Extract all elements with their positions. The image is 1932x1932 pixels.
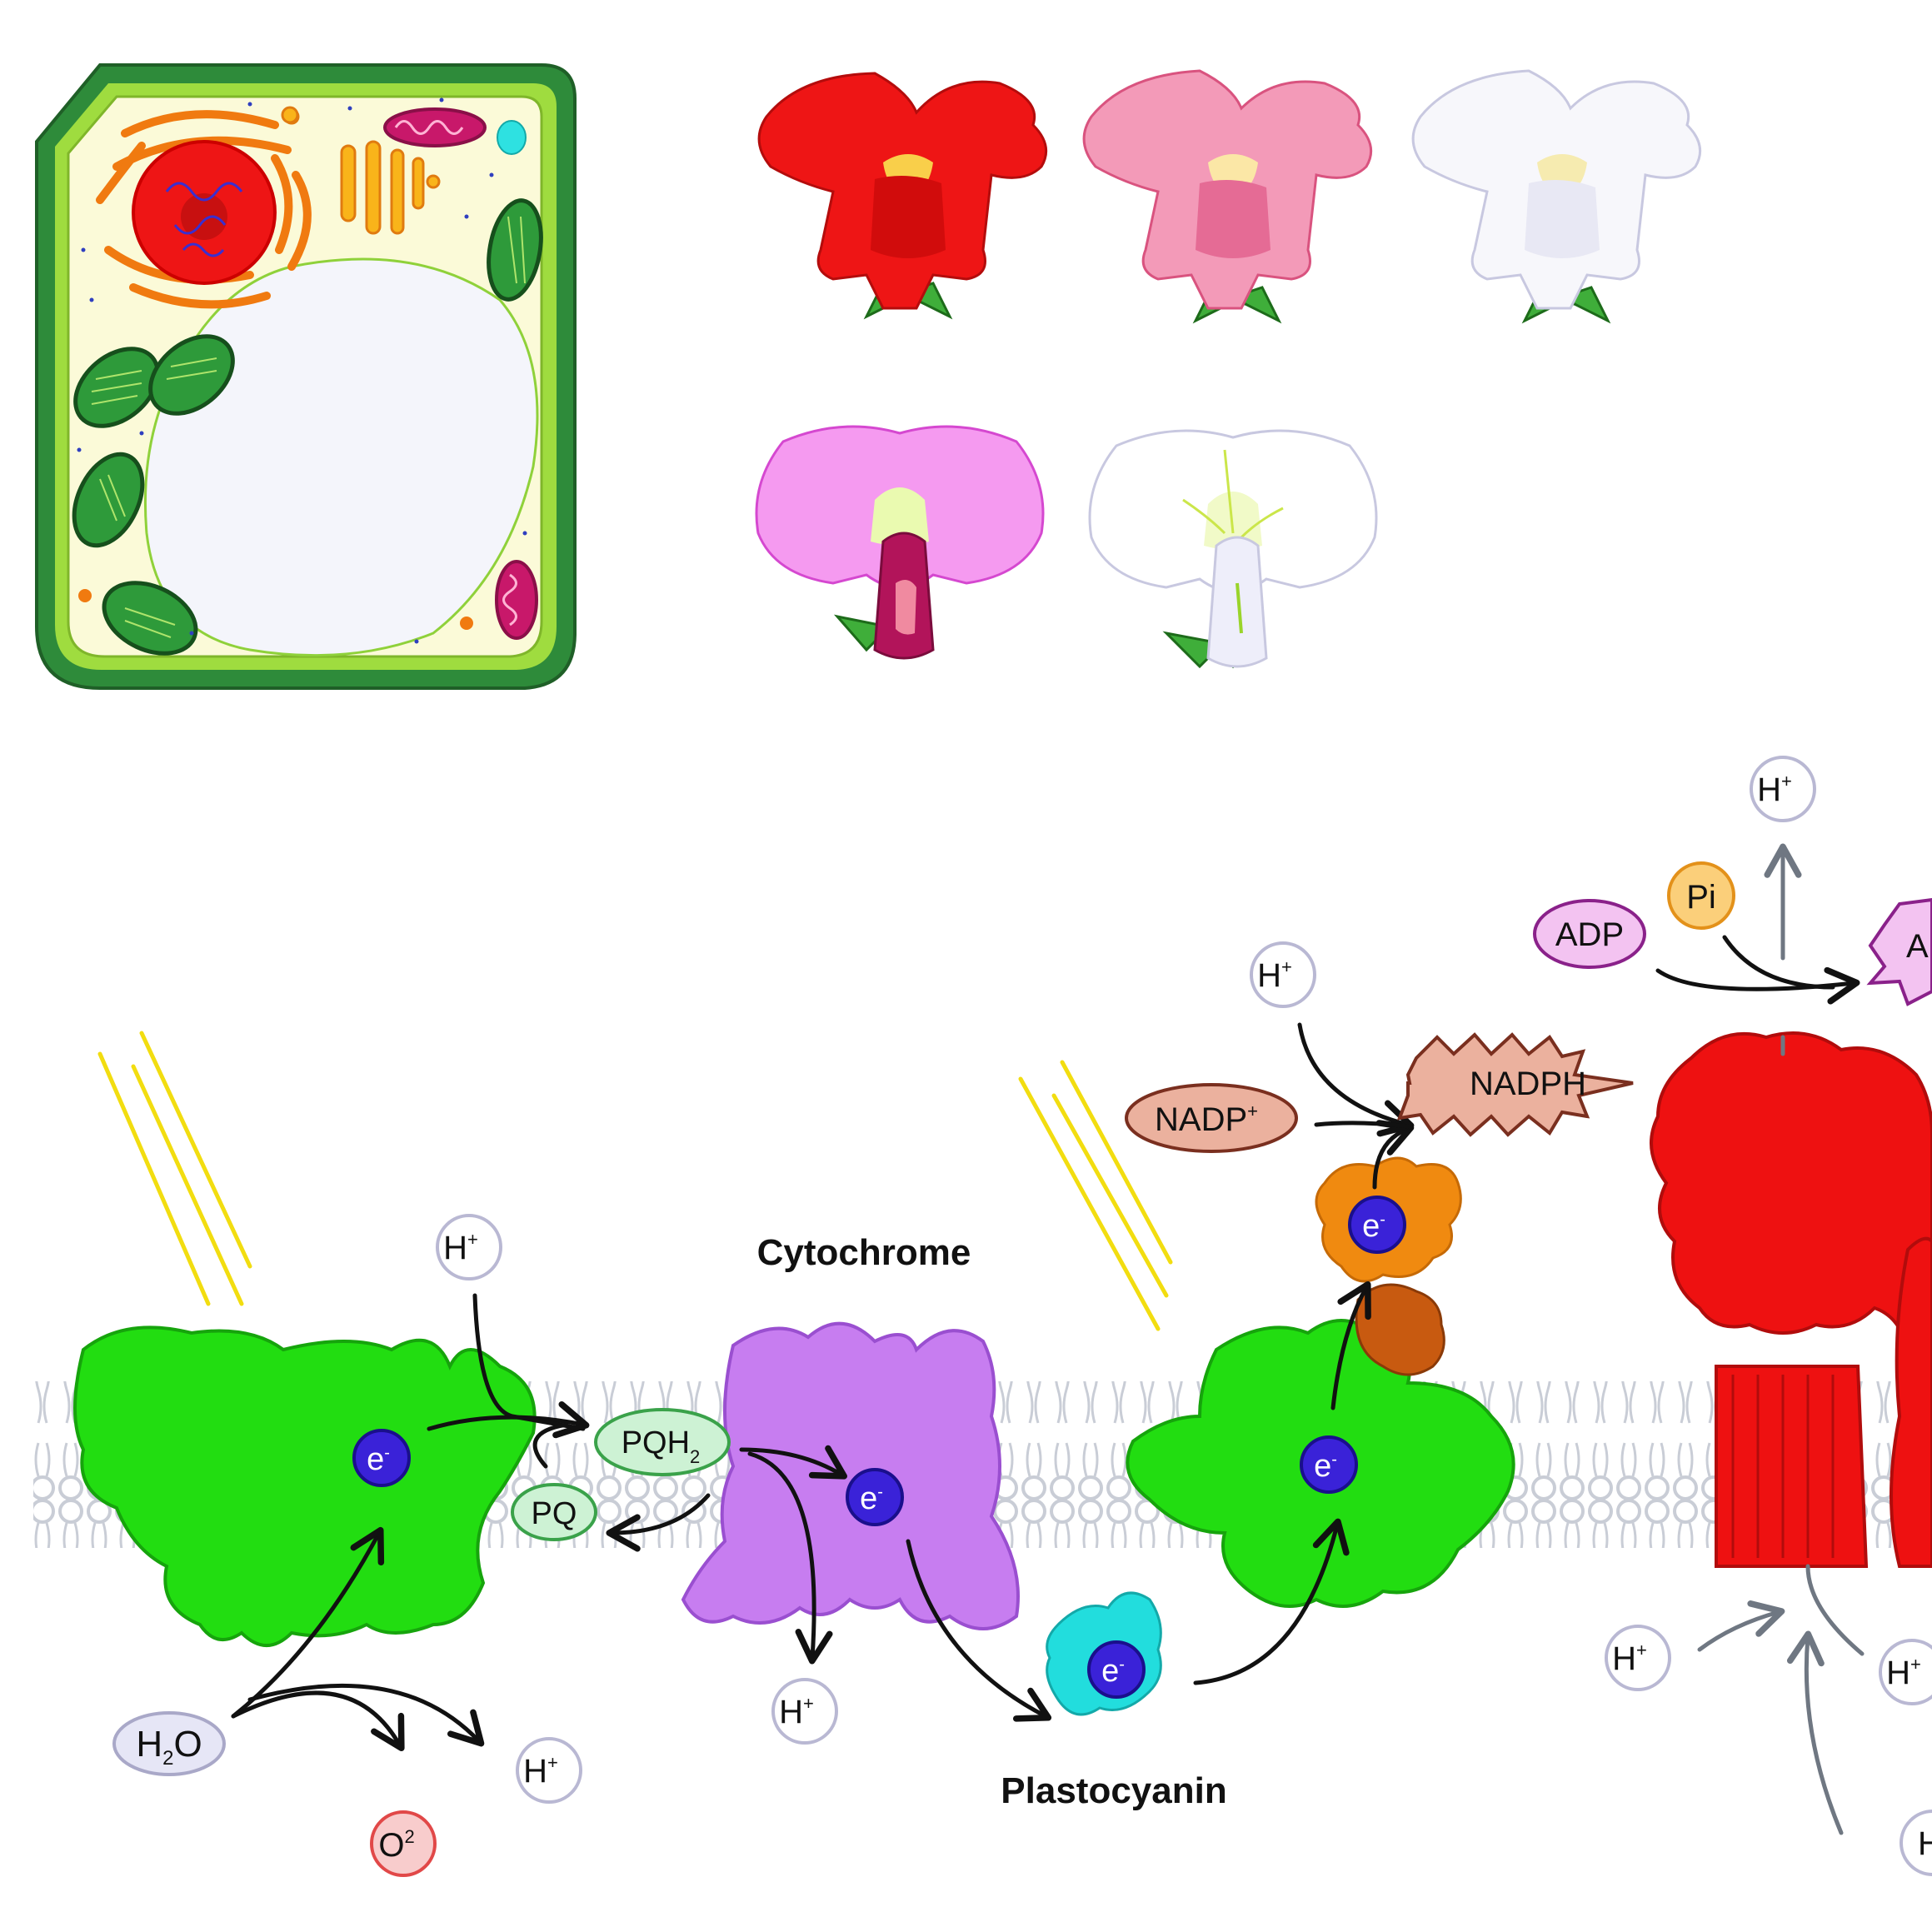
light-ray-icon: [97, 1031, 1173, 1331]
snapdragon-flower-icon-pink: [1082, 69, 1373, 324]
svg-text:ADP: ADP: [1555, 916, 1624, 953]
plastoquinol-pqh2: PQH2: [594, 1408, 731, 1476]
nadp-plus: NADP+: [1125, 1083, 1298, 1153]
svg-text:H: H: [1918, 1825, 1932, 1862]
proton-h-plus: H+: [771, 1678, 838, 1745]
cytochrome-label: Cytochrome: [757, 1232, 971, 1273]
sweet-pea-flower-icon-white: [1088, 429, 1378, 669]
electron-e: e-: [352, 1429, 411, 1487]
arrow-icon-gray: [1697, 843, 1865, 1835]
svg-text:e-: e-: [1314, 1449, 1337, 1484]
adp: ADP: [1533, 899, 1646, 969]
sweet-pea-flower-icon-pink: [755, 425, 1045, 660]
photosystem-ii: [73, 1325, 537, 1647]
svg-text:NADP+: NADP+: [1155, 1101, 1258, 1138]
svg-text:H2O: H2O: [136, 1724, 202, 1770]
svg-text:PQH2: PQH2: [622, 1425, 701, 1467]
atp-product: A: [1866, 897, 1932, 1006]
proton-h-plus: H+: [1605, 1625, 1671, 1691]
proton-h-plus: H+: [1879, 1639, 1932, 1705]
svg-text:e-: e-: [860, 1481, 883, 1516]
inorganic-phosphate-pi: Pi: [1667, 861, 1735, 930]
electron-e: e-: [846, 1468, 904, 1526]
atp-synthase: [1650, 1031, 1932, 1568]
plant-cell-illustration: [35, 63, 577, 690]
svg-text:NADPH: NADPH: [1470, 1066, 1586, 1102]
mitochondria: [383, 107, 538, 640]
electron-e: e-: [1087, 1640, 1146, 1699]
svg-text:H+: H+: [779, 1693, 814, 1730]
svg-text:A: A: [1906, 928, 1929, 965]
electron-e: e-: [1300, 1435, 1358, 1494]
proton-h-plus: H+: [1250, 941, 1316, 1008]
plastocyanin-label: Plastocyanin: [1001, 1770, 1226, 1811]
snapdragon-flower-icon-white: [1411, 69, 1702, 324]
vesicles: [283, 108, 441, 235]
svg-text:H+: H+: [443, 1229, 478, 1266]
electron-e: e-: [1348, 1196, 1406, 1254]
proton-h-partial: H: [1900, 1810, 1932, 1876]
peroxisome: [497, 120, 527, 155]
snapdragon-flower-icon-red: [757, 72, 1048, 320]
svg-text:H+: H+: [1757, 771, 1792, 808]
svg-text:e-: e-: [1362, 1209, 1385, 1244]
svg-text:H+: H+: [1886, 1654, 1921, 1691]
cytochrome-complex: [681, 1321, 1020, 1630]
plastoquinone-pq: PQ: [511, 1483, 597, 1541]
svg-text:O2: O2: [378, 1826, 414, 1864]
ferredoxin-reductase-base: [1355, 1283, 1445, 1376]
svg-text:H+: H+: [1257, 956, 1292, 994]
proton-h-plus: H+: [1750, 756, 1816, 822]
arrow-icon: [231, 935, 1860, 1752]
nadph-product: NADPH: [1396, 1032, 1634, 1137]
water-h2o: H2O: [112, 1711, 226, 1776]
proton-h-plus: H+: [436, 1214, 502, 1281]
proton-h-plus: H+: [516, 1737, 582, 1804]
svg-text:e-: e-: [367, 1442, 390, 1477]
oxygen-o2: O2: [370, 1810, 437, 1877]
svg-text:Pi: Pi: [1686, 879, 1716, 916]
svg-text:PQ: PQ: [532, 1496, 577, 1531]
svg-text:e-: e-: [1101, 1654, 1125, 1689]
svg-text:H+: H+: [1612, 1640, 1647, 1677]
svg-text:H+: H+: [523, 1752, 558, 1790]
